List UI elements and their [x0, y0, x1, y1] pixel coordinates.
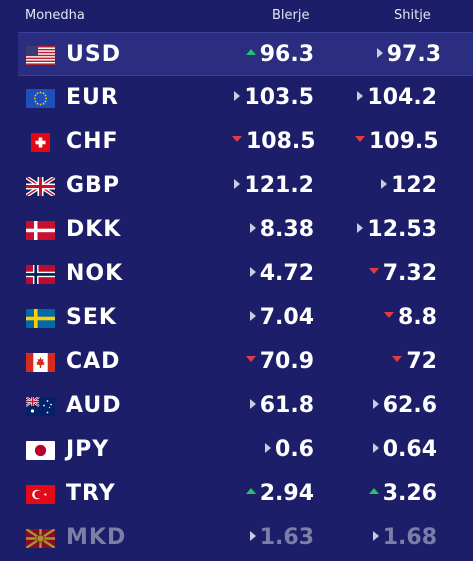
sell-rate: 72: [355, 349, 437, 374]
trend-flat-icon: [234, 179, 241, 189]
buy-rate: 0.6: [232, 437, 314, 462]
us-flag-icon: [26, 46, 55, 65]
trend-up-icon: [245, 49, 256, 55]
trend-flat-icon: [357, 91, 364, 101]
trend-down-icon: [355, 136, 365, 142]
sell-rate: 3.26: [355, 481, 437, 506]
trend-down-icon: [368, 268, 379, 274]
gb-flag-icon: [26, 177, 55, 196]
buy-rate: 103.5: [232, 85, 314, 110]
sell-rate: 122: [355, 173, 437, 198]
currency-row-usd[interactable]: USD 96.3 97.3: [18, 32, 473, 76]
trend-down-icon: [232, 136, 242, 142]
trend-flat-icon: [249, 531, 256, 541]
trend-flat-icon: [372, 399, 379, 409]
trend-flat-icon: [265, 443, 272, 453]
dk-flag-icon: [26, 221, 55, 240]
sell-rate: 97.3: [359, 42, 441, 67]
currency-code: TRY: [66, 481, 116, 506]
sell-rate: 62.6: [355, 393, 437, 418]
currency-row-aud[interactable]: AUD 61.8 62.6: [0, 384, 473, 428]
header-currency: Monedha: [25, 8, 85, 23]
currency-row-dkk[interactable]: DKK 8.38 12.53: [0, 208, 473, 252]
buy-rate: 70.9: [232, 349, 314, 374]
buy-rate: 1.63: [232, 525, 314, 550]
table-header: Monedha Blerje Shitje: [0, 0, 473, 32]
currency-code: JPY: [66, 437, 110, 462]
currency-row-nok[interactable]: NOK 4.72 7.32: [0, 252, 473, 296]
currency-code: CAD: [66, 349, 121, 374]
trend-flat-icon: [249, 223, 256, 233]
no-flag-icon: [26, 265, 55, 284]
currency-code: NOK: [66, 261, 124, 286]
buy-rate: 121.2: [232, 173, 314, 198]
currency-code: SEK: [66, 305, 117, 330]
eu-flag-icon: [26, 89, 55, 108]
trend-flat-icon: [372, 443, 379, 453]
trend-flat-icon: [249, 311, 256, 321]
currency-code: GBP: [66, 173, 120, 198]
mk-flag-icon: [26, 529, 55, 548]
currency-code: CHF: [66, 129, 119, 154]
currency-row-cad[interactable]: CAD 70.9 72: [0, 340, 473, 384]
trend-flat-icon: [234, 91, 241, 101]
buy-rate: 8.38: [232, 217, 314, 242]
ca-flag-icon: [26, 353, 55, 372]
ch-flag-icon: [26, 133, 55, 152]
buy-rate: 2.94: [232, 481, 314, 506]
currency-row-try[interactable]: TRY 2.94 3.26: [0, 472, 473, 516]
trend-flat-icon: [376, 48, 383, 58]
trend-flat-icon: [381, 179, 388, 189]
currency-row-gbp[interactable]: GBP 121.2 122: [0, 164, 473, 208]
jp-flag-icon: [26, 441, 55, 460]
sell-rate: 104.2: [355, 85, 437, 110]
currency-row-sek[interactable]: SEK 7.04 8.8: [0, 296, 473, 340]
currency-row-mkd[interactable]: MKD 1.63 1.68: [0, 516, 473, 560]
tr-flag-icon: [26, 485, 55, 504]
buy-rate: 108.5: [232, 129, 316, 154]
currency-row-eur[interactable]: EUR 103.5 104.2: [0, 76, 473, 120]
trend-up-icon: [245, 488, 256, 494]
sell-rate: 12.53: [355, 217, 437, 242]
currency-code: USD: [66, 42, 121, 67]
buy-rate: 96.3: [232, 42, 314, 67]
currency-row-chf[interactable]: CHF 108.5 109.5: [0, 120, 473, 164]
buy-rate: 7.04: [232, 305, 314, 330]
trend-up-icon: [368, 488, 379, 494]
header-sell: Shitje: [394, 8, 431, 23]
header-buy: Blerje: [272, 8, 310, 23]
se-flag-icon: [26, 309, 55, 328]
currency-row-jpy[interactable]: JPY 0.6 0.64: [0, 428, 473, 472]
buy-rate: 4.72: [232, 261, 314, 286]
currency-code: EUR: [66, 85, 119, 110]
trend-down-icon: [245, 356, 256, 362]
trend-down-icon: [392, 356, 403, 362]
trend-down-icon: [384, 312, 395, 318]
trend-flat-icon: [249, 399, 256, 409]
sell-rate: 8.8: [355, 305, 437, 330]
sell-rate: 1.68: [355, 525, 437, 550]
trend-flat-icon: [372, 531, 379, 541]
currency-code: MKD: [66, 525, 127, 550]
au-flag-icon: [26, 397, 55, 416]
buy-rate: 61.8: [232, 393, 314, 418]
currency-code: AUD: [66, 393, 122, 418]
sell-rate: 109.5: [355, 129, 439, 154]
currency-code: DKK: [66, 217, 122, 242]
sell-rate: 7.32: [355, 261, 437, 286]
currency-list: USD 96.3 97.3 EUR 103.5 104.2: [0, 32, 473, 560]
trend-flat-icon: [357, 223, 364, 233]
sell-rate: 0.64: [355, 437, 437, 462]
trend-flat-icon: [249, 267, 256, 277]
